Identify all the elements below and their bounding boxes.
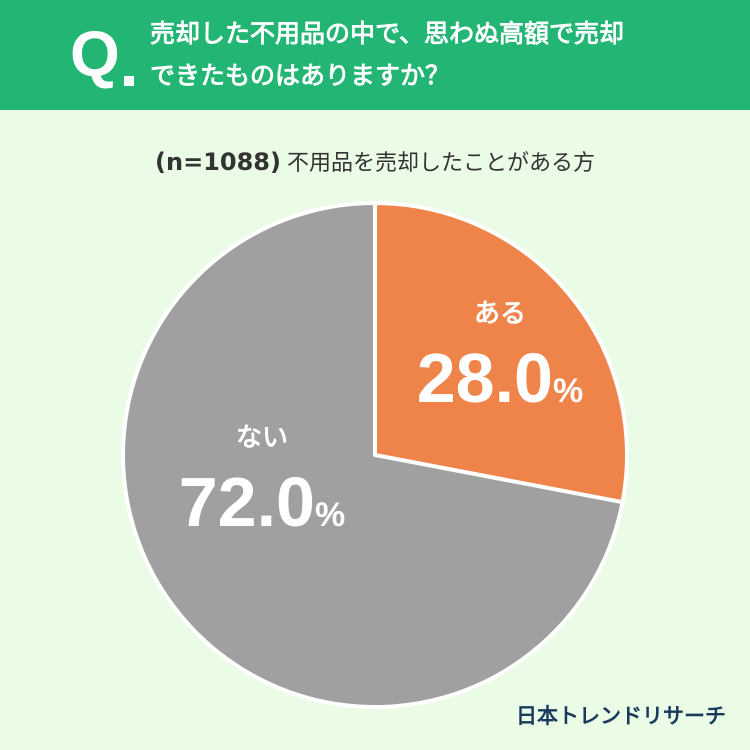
pie-value-label: 72.0% — [179, 463, 345, 541]
question-line-2: できたものはありますか？ — [150, 61, 451, 90]
brand-logo-text: 日本トレンドリサーチ — [516, 704, 726, 728]
pie-slice-no — [121, 201, 625, 709]
sample-caption: (n=1088) 不用品を売却したことがある方 — [0, 145, 750, 177]
question-banner: Q 売却した不用品の中で、思わぬ高額で売却 できたものはありますか？ — [0, 0, 750, 110]
question-line-1: 売却した不用品の中で、思わぬ高額で売却 — [150, 19, 625, 48]
q-mark: Q — [70, 18, 120, 90]
sample-size: (n=1088) — [155, 148, 281, 176]
q-dot — [124, 76, 134, 86]
pie-category-label: ある — [474, 299, 526, 329]
pie-category-label: ない — [236, 423, 288, 453]
pie-slice-yes — [373, 201, 629, 505]
pie-value-label: 28.0% — [417, 339, 583, 417]
sample-description: 不用品を売却したことがある方 — [286, 151, 595, 176]
